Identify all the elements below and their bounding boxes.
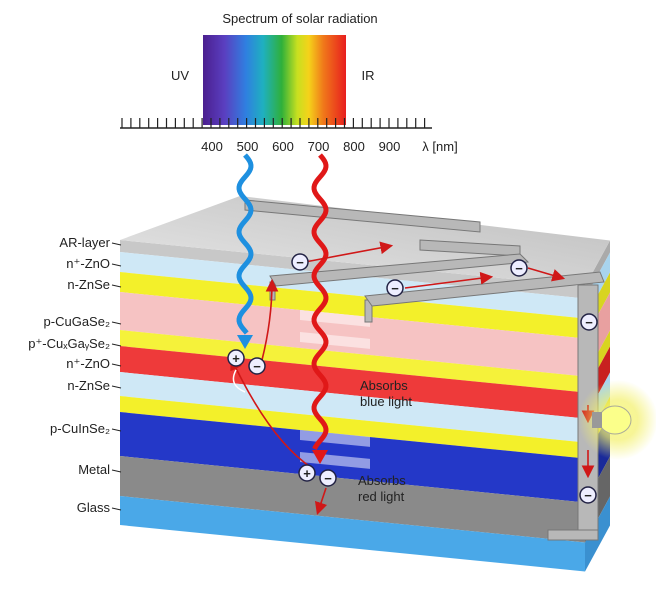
layer-label: n⁺-ZnO (66, 356, 110, 371)
layer-leader (112, 508, 121, 510)
charge-sign: − (253, 359, 261, 374)
axis-tick-label: 500 (237, 139, 259, 154)
annotation: Absorbs (360, 378, 408, 393)
uv-label: UV (171, 68, 189, 83)
charge-sign: − (391, 281, 399, 296)
spectrum-band (203, 35, 346, 125)
axis-tick-label: 400 (201, 139, 223, 154)
layer-label: n-ZnSe (67, 277, 110, 292)
charge-sign: + (303, 466, 311, 481)
layer-leader (112, 285, 121, 287)
charge-sign: − (296, 255, 304, 270)
solar-cell-diagram: Spectrum of solar radiation UV IR AR-lay… (0, 0, 656, 599)
layer-label: Glass (77, 500, 111, 515)
layer-leader (112, 364, 121, 366)
layer-leader (112, 243, 121, 245)
bulb-base (592, 412, 602, 428)
axis-unit: λ [nm] (422, 139, 457, 154)
layer-label: p⁺-CuₓGaᵧSe₂ (28, 336, 110, 351)
layer-label: AR-layer (59, 235, 110, 250)
layer-leader (112, 322, 121, 324)
layer-label: n⁺-ZnO (66, 256, 110, 271)
axis-tick-label: 600 (272, 139, 294, 154)
charge-sign: + (232, 351, 240, 366)
charge-sign: − (584, 488, 592, 503)
axis-tick-label: 900 (379, 139, 401, 154)
ir-label: IR (362, 68, 375, 83)
layer-leader (112, 386, 121, 388)
axis-tick-label: 800 (343, 139, 365, 154)
layer-leader (112, 264, 121, 266)
layer-label: n-ZnSe (67, 378, 110, 393)
axis-tick-label: 700 (308, 139, 330, 154)
layer-leader (112, 344, 121, 346)
electrode (548, 530, 598, 540)
annotation: red light (358, 489, 405, 504)
annotation: Absorbs (358, 473, 406, 488)
charge-sign: − (324, 471, 332, 486)
layer-label: p-CuGaSe₂ (44, 314, 110, 329)
charge-sign: − (585, 315, 593, 330)
layer-leader (112, 470, 121, 472)
layer-leader (112, 429, 121, 431)
charge-sign: − (515, 261, 523, 276)
spectrum-title: Spectrum of solar radiation (222, 11, 377, 26)
layer-label: Metal (78, 462, 110, 477)
bulb (599, 406, 631, 434)
layer-label: p-CuInSe₂ (50, 421, 110, 436)
annotation: blue light (360, 394, 412, 409)
